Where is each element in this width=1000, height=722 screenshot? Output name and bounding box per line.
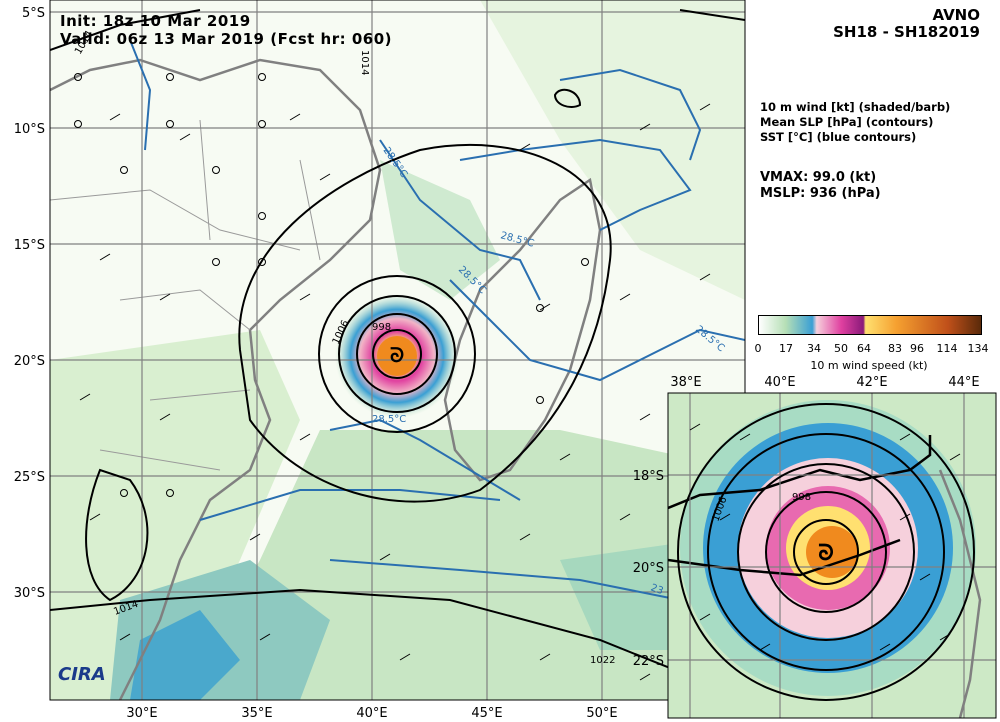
sst-label-6: 23 xyxy=(649,582,665,597)
logo-text: CIRA xyxy=(58,664,106,685)
inset-lat-label-20s: 20°S xyxy=(633,561,664,576)
vmax-value: VMAX: 99.0 (kt) xyxy=(760,170,877,185)
inset-lon-label-42e: 42°E xyxy=(856,375,887,390)
slp-label-1022: 1022 xyxy=(590,655,615,666)
sst-label-5: 28.5°C xyxy=(372,414,406,425)
inset-lon-label-44e: 44°E xyxy=(948,375,979,390)
mslp-value: MSLP: 936 (hPa) xyxy=(760,186,881,201)
inset-map: ᘐ 1006 998 38°E 40°E 42°E 44°E 18°S 20°S… xyxy=(633,375,997,719)
lon-label-35e: 35°E xyxy=(241,706,272,721)
lat-label-30s: 30°S xyxy=(14,586,45,601)
main-map-field: ᘐ xyxy=(50,0,745,700)
lon-label-40e: 40°E xyxy=(356,706,387,721)
inset-slp-label-998: 998 xyxy=(792,492,811,503)
inset-lon-label-38e: 38°E xyxy=(670,375,701,390)
lat-label-5s: 5°S xyxy=(22,6,45,21)
init-time: Init: 18z 10 Mar 2019 xyxy=(60,12,251,30)
field-legend: 10 m wind [kt] (shaded/barb) Mean SLP [h… xyxy=(760,100,950,145)
model-name: AVNO xyxy=(932,6,980,24)
colorbar-tick: 96 xyxy=(910,342,924,355)
lat-label-15s: 15°S xyxy=(14,238,45,253)
svg-text:ᘐ: ᘐ xyxy=(818,541,834,566)
lon-label-45e: 45°E xyxy=(471,706,502,721)
lon-label-50e: 50°E xyxy=(586,706,617,721)
colorbar-tick: 34 xyxy=(807,342,821,355)
colorbar-ticks: 0 17 34 50 64 83 96 114 134 xyxy=(754,342,989,356)
lat-label-20s: 20°S xyxy=(14,354,45,369)
colorbar-tick: 17 xyxy=(779,342,793,355)
colorbar-tick: 114 xyxy=(936,342,958,355)
colorbar-tick: 0 xyxy=(754,342,762,355)
lat-label-10s: 10°S xyxy=(14,122,45,137)
colorbar-tick: 50 xyxy=(834,342,848,355)
valid-time: Valid: 06z 13 Mar 2019 (Fcst hr: 060) xyxy=(60,30,392,48)
lon-label-30e: 30°E xyxy=(126,706,157,721)
storm-stats: VMAX: 99.0 (kt) MSLP: 936 (hPa) xyxy=(760,170,881,202)
inset-lat-label-22s: 22°S xyxy=(633,654,664,669)
storm-id: SH18 - SH182019 xyxy=(833,23,980,41)
colorbar-tick: 83 xyxy=(888,342,902,355)
wind-colorbar xyxy=(758,315,982,335)
legend-slp: Mean SLP [hPa] (contours) xyxy=(760,115,934,129)
colorbar-label: 10 m wind speed (kt) xyxy=(810,359,928,372)
colorbar-tick: 64 xyxy=(857,342,871,355)
inset-lon-label-40e: 40°E xyxy=(764,375,795,390)
colorbar-tick: 134 xyxy=(967,342,989,355)
slp-label-998: 998 xyxy=(372,322,391,333)
inset-lat-label-18s: 18°S xyxy=(633,469,664,484)
lat-label-25s: 25°S xyxy=(14,470,45,485)
legend-wind: 10 m wind [kt] (shaded/barb) xyxy=(760,100,951,114)
legend-sst: SST [°C] (blue contours) xyxy=(760,130,917,144)
slp-label-1014-b: 1014 xyxy=(359,50,370,75)
cira-logo: CIRA xyxy=(58,664,106,685)
svg-text:ᘐ: ᘐ xyxy=(390,343,404,367)
